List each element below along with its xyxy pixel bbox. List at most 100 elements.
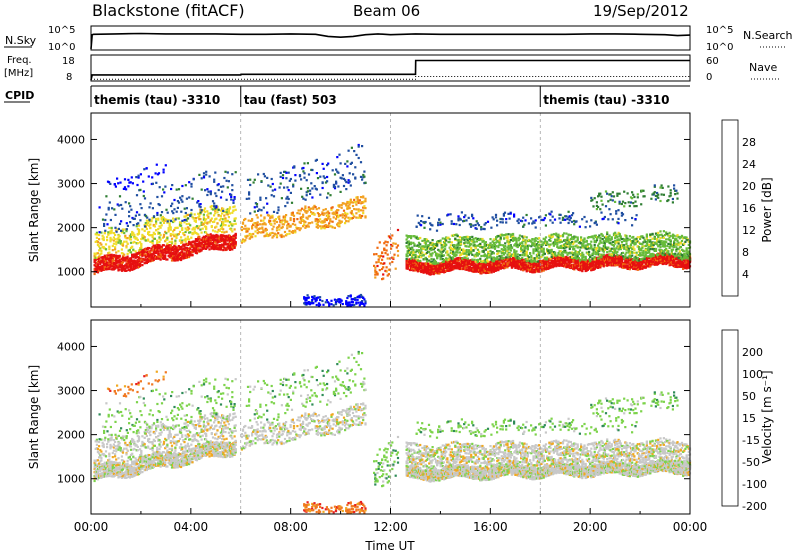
power-cell xyxy=(175,258,178,261)
power-cell xyxy=(141,233,144,236)
power-cell xyxy=(262,206,265,209)
power-cell xyxy=(417,268,421,271)
power-cell xyxy=(606,264,609,267)
power-cell xyxy=(569,260,572,263)
power-cell xyxy=(624,263,627,266)
power-cell xyxy=(116,255,119,258)
power-cell xyxy=(665,257,668,260)
power-cell xyxy=(292,214,296,217)
power-cell xyxy=(166,244,169,247)
power-cell xyxy=(98,265,101,268)
power-cell xyxy=(218,238,221,242)
power-cell xyxy=(271,231,274,234)
power-cell xyxy=(302,170,305,173)
power-cell xyxy=(304,207,307,210)
power-cell xyxy=(190,212,193,215)
power-cell xyxy=(313,213,316,216)
power-cell xyxy=(660,261,663,265)
power-cell xyxy=(222,249,225,252)
power-cell xyxy=(249,212,252,215)
power-cell xyxy=(123,240,126,243)
power-cell xyxy=(230,228,233,231)
power-cell xyxy=(345,220,348,223)
power-cell xyxy=(189,224,192,227)
power-cell xyxy=(467,262,470,265)
power-cell xyxy=(152,244,155,247)
power-cell xyxy=(275,220,279,224)
power-cell xyxy=(134,260,137,263)
power-cell xyxy=(532,265,535,269)
power-cell xyxy=(626,260,629,264)
power-cell xyxy=(576,261,579,264)
power-cell xyxy=(200,249,203,252)
power-cell xyxy=(532,270,535,273)
power-cell xyxy=(572,259,575,262)
power-cell xyxy=(173,247,176,250)
power-cell xyxy=(338,223,341,226)
power-cell xyxy=(362,212,365,215)
power-cell xyxy=(93,272,96,276)
power-cell xyxy=(498,262,501,265)
power-cell xyxy=(153,232,156,236)
power-cell xyxy=(600,264,603,267)
power-cell xyxy=(185,222,188,226)
power-cell xyxy=(374,266,377,269)
power-cell xyxy=(136,263,139,266)
power-cell xyxy=(450,259,453,262)
power-cell xyxy=(177,256,180,259)
power-cell xyxy=(355,216,358,219)
power-cell xyxy=(226,211,229,214)
power-cell xyxy=(353,198,356,201)
power-cell xyxy=(136,262,139,265)
power-cell xyxy=(140,244,143,248)
power-cell xyxy=(208,237,211,240)
power-cell xyxy=(341,202,344,205)
power-cell xyxy=(509,261,512,264)
power-cell xyxy=(644,266,647,269)
power-cell xyxy=(298,212,301,215)
power-cell xyxy=(102,238,105,241)
power-cell xyxy=(291,231,294,234)
power-cell xyxy=(233,196,236,199)
power-cell xyxy=(394,242,397,245)
power-cell xyxy=(172,212,175,215)
power-cell xyxy=(297,209,300,212)
power-cell xyxy=(100,231,103,234)
power-cell xyxy=(129,264,133,267)
power-cell xyxy=(157,255,160,258)
power-cell xyxy=(210,207,213,210)
power-cell xyxy=(631,258,634,261)
power-cell xyxy=(98,238,101,241)
power-cell xyxy=(385,244,388,247)
power-cell xyxy=(248,191,251,194)
power-cell xyxy=(600,257,603,260)
power-cell xyxy=(118,259,121,262)
power-cell xyxy=(148,247,151,250)
power-cell xyxy=(193,230,196,233)
power-cell xyxy=(381,267,384,271)
power-cell xyxy=(173,258,176,261)
power-cell xyxy=(320,227,323,230)
power-cell xyxy=(201,223,204,226)
power-cell xyxy=(216,222,219,225)
power-cell xyxy=(299,216,302,219)
power-cell xyxy=(214,212,217,215)
power-cell xyxy=(115,230,118,233)
power-cell xyxy=(192,226,195,229)
power-cell xyxy=(95,269,98,272)
power-cell xyxy=(319,218,322,221)
power-cell xyxy=(358,215,361,218)
power-cell xyxy=(495,260,498,263)
power-cell xyxy=(121,242,125,245)
power-cell xyxy=(454,267,457,270)
power-cell xyxy=(450,266,453,269)
power-cell xyxy=(287,171,290,174)
power-cell xyxy=(228,243,232,246)
power-cell xyxy=(450,268,453,271)
power-cell xyxy=(413,263,416,266)
power-cell xyxy=(178,239,182,242)
power-cell xyxy=(98,249,101,252)
power-cell xyxy=(233,238,236,242)
power-cell xyxy=(606,263,609,266)
power-cell xyxy=(556,255,559,258)
